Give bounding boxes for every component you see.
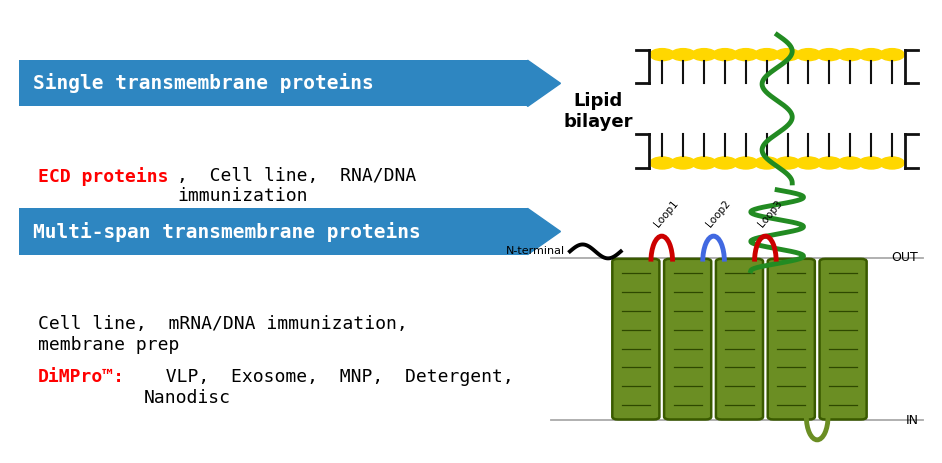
Circle shape (755, 49, 779, 61)
Text: Multi-span transmembrane proteins: Multi-span transmembrane proteins (33, 221, 421, 242)
Circle shape (713, 49, 738, 61)
Circle shape (650, 49, 674, 61)
Circle shape (755, 157, 779, 169)
FancyBboxPatch shape (612, 259, 659, 419)
Text: Loop1: Loop1 (653, 199, 680, 229)
Text: VLP,  Exosome,  MNP,  Detergent,
Nanodisc: VLP, Exosome, MNP, Detergent, Nanodisc (144, 368, 514, 407)
FancyBboxPatch shape (768, 259, 815, 419)
Text: Lipid
bilayer: Lipid bilayer (563, 92, 633, 131)
FancyBboxPatch shape (820, 259, 867, 419)
Text: ,  Cell line,  RNA/DNA
immunization: , Cell line, RNA/DNA immunization (177, 167, 416, 206)
Circle shape (796, 157, 820, 169)
Circle shape (775, 157, 800, 169)
Polygon shape (528, 208, 560, 255)
Circle shape (691, 157, 716, 169)
Circle shape (817, 49, 841, 61)
FancyBboxPatch shape (664, 259, 711, 419)
Text: N-terminal: N-terminal (506, 246, 565, 257)
Circle shape (671, 49, 695, 61)
Text: DiMPro™:: DiMPro™: (38, 368, 124, 386)
Circle shape (880, 49, 904, 61)
FancyBboxPatch shape (19, 208, 528, 255)
Polygon shape (528, 60, 560, 106)
Circle shape (859, 49, 884, 61)
FancyBboxPatch shape (19, 60, 528, 106)
FancyBboxPatch shape (716, 259, 763, 419)
Text: OUT: OUT (892, 251, 918, 264)
Text: Loop3: Loop3 (756, 199, 784, 229)
Circle shape (796, 49, 820, 61)
Text: ECD proteins: ECD proteins (38, 167, 169, 186)
Circle shape (817, 157, 841, 169)
Text: Loop2: Loop2 (705, 199, 732, 229)
Circle shape (880, 157, 904, 169)
Circle shape (734, 49, 758, 61)
Circle shape (859, 157, 884, 169)
Circle shape (775, 49, 800, 61)
Text: IN: IN (905, 414, 918, 427)
Circle shape (650, 157, 674, 169)
Text: Single transmembrane proteins: Single transmembrane proteins (33, 73, 374, 94)
Circle shape (671, 157, 695, 169)
Circle shape (713, 157, 738, 169)
Circle shape (838, 157, 863, 169)
Circle shape (734, 157, 758, 169)
Circle shape (838, 49, 863, 61)
Text: Cell line,  mRNA/DNA immunization,
membrane prep: Cell line, mRNA/DNA immunization, membra… (38, 315, 408, 354)
Circle shape (691, 49, 716, 61)
